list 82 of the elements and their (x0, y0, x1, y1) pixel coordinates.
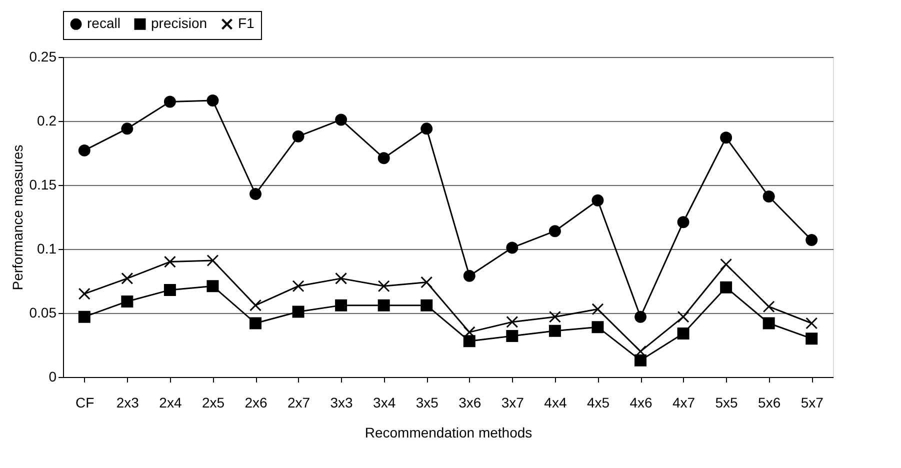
point (206, 280, 219, 292)
x-tick-label: CF (76, 394, 94, 410)
x-tick-label: 4x4 (544, 394, 567, 410)
x-tick-label: 2x4 (159, 394, 182, 410)
x-axis-title: Recommendation methods (364, 424, 532, 440)
y-tick-label: 0.15 (29, 176, 57, 192)
point (463, 335, 476, 348)
legend-label: precision (151, 15, 208, 32)
point (292, 306, 304, 318)
point (592, 321, 604, 334)
x-tick-label: 3x5 (416, 394, 439, 410)
x-tick-label: 5x6 (758, 394, 781, 410)
point (634, 310, 646, 323)
x-tick-label: 4x5 (586, 394, 610, 410)
point (78, 144, 90, 156)
point (720, 281, 732, 294)
y-tick-label: 0 (48, 368, 57, 384)
point (164, 96, 176, 108)
point (548, 310, 561, 323)
point (677, 216, 690, 228)
x-tick-label: 3x3 (330, 394, 354, 410)
point (677, 327, 690, 340)
point (463, 326, 476, 338)
point (506, 316, 518, 328)
point (592, 194, 604, 206)
point (548, 225, 561, 238)
point (78, 310, 90, 323)
point (463, 270, 476, 282)
point (335, 114, 348, 126)
point (806, 234, 818, 246)
point (720, 258, 732, 270)
point (506, 242, 518, 254)
x-tick-label: 2x6 (244, 394, 268, 410)
point (720, 132, 732, 144)
point (806, 317, 818, 330)
x-tick-label: 2x7 (287, 394, 310, 410)
x-tick-label: 2x5 (202, 394, 225, 410)
point (762, 317, 775, 330)
y-tick-label: 0.05 (29, 304, 57, 320)
point (292, 280, 304, 292)
point (206, 254, 219, 267)
point (378, 152, 390, 164)
x-tick-label: 4x7 (672, 394, 696, 410)
point (292, 130, 304, 142)
x-tick-label: 4x6 (630, 394, 652, 410)
point (762, 300, 775, 313)
x-tick-label: 3x4 (373, 394, 396, 410)
point (206, 94, 219, 107)
x-tick-label: 3x7 (501, 394, 524, 410)
point (121, 272, 134, 284)
point (335, 299, 348, 312)
x-tick-label: 3x6 (458, 394, 482, 410)
point (121, 295, 134, 308)
x-tick-label: 5x5 (715, 394, 738, 410)
y-tick-label: 0.2 (37, 112, 57, 128)
point (420, 299, 433, 312)
legend-label: recall (87, 15, 120, 32)
point (250, 299, 262, 312)
point (250, 317, 262, 330)
point (378, 280, 390, 292)
y-tick-label: 0.1 (37, 240, 57, 256)
x-tick-label: 5x7 (800, 394, 824, 410)
point (677, 310, 690, 323)
point (592, 303, 604, 316)
y-tick-label: 0.25 (29, 48, 57, 64)
x-tick-label: 2x3 (116, 394, 140, 410)
point (762, 190, 775, 203)
point (250, 188, 262, 200)
point (420, 122, 433, 135)
point (378, 299, 390, 312)
point (164, 284, 176, 296)
point (78, 288, 90, 300)
y-axis-title: Performance measures (9, 144, 26, 290)
point (634, 354, 646, 366)
point (506, 330, 518, 342)
point (420, 276, 433, 288)
point (121, 122, 134, 135)
point (548, 324, 561, 337)
point (164, 256, 176, 268)
legend-label: F1 (238, 15, 255, 32)
point (806, 332, 818, 345)
point (335, 272, 348, 284)
